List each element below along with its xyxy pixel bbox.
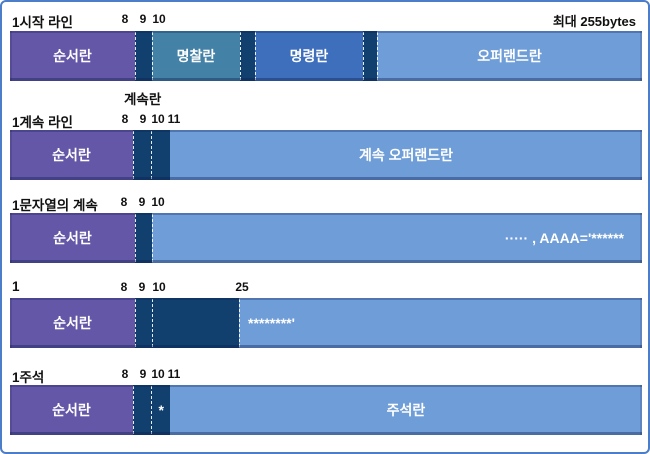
row-start-line-label: 1시작 라인 <box>12 15 73 30</box>
column-tick-9: 9 <box>138 280 146 294</box>
segment-indicator-gap <box>240 31 255 81</box>
column-tick-8: 8 <box>120 195 128 209</box>
segment-indicator-gap <box>363 31 377 81</box>
segment-sequence-field: 순서란 <box>10 385 133 435</box>
column-tick-10: 10 <box>151 112 165 126</box>
column-tick-11: 11 <box>167 367 181 381</box>
continuation-column-label: 계속란 <box>124 92 162 107</box>
column-tick-10: 10 <box>151 195 165 209</box>
comment-line-bar: 순서란 * 주석란 <box>10 385 642 435</box>
segment-sequence-field: 순서란 <box>10 31 135 81</box>
column-tick-9: 9 <box>139 12 147 26</box>
column-tick-10: 10 <box>151 367 165 381</box>
string-continuation-bar: 순서란 ····· , AAAA='****** <box>10 213 642 263</box>
row-comment-label: 1주석 <box>12 370 45 385</box>
column-tick-25: 25 <box>235 280 249 294</box>
column-tick-9: 9 <box>139 367 147 381</box>
segment-label-field: 명찰란 <box>152 31 240 81</box>
segment-indicator-col9 <box>135 31 152 81</box>
column-tick-10: 10 <box>152 280 166 294</box>
row-column1-label: 1 <box>12 279 20 294</box>
segment-sequence-field: 순서란 <box>10 298 135 348</box>
column-tick-10: 10 <box>152 12 166 26</box>
segment-comment-field: 주석란 <box>170 385 642 435</box>
segment-continue-operand-field: 계속 오퍼랜드란 <box>170 130 642 180</box>
column25-bar: 순서란 ********' <box>10 298 642 348</box>
segment-sequence-field: 순서란 <box>10 213 135 263</box>
segment-indicator-col9-24 <box>135 298 239 348</box>
segment-indicator-col9 <box>135 213 152 263</box>
segment-operand-string-start: ********' <box>239 298 642 348</box>
column-tick-8: 8 <box>121 367 129 381</box>
row-string-continuation-label: 1문자열의 계속 <box>12 198 98 213</box>
segment-operand-field: 오퍼랜드란 <box>377 31 642 81</box>
segment-indicator-asterisk: * <box>133 385 170 435</box>
column-tick-9: 9 <box>138 195 146 209</box>
column-tick-11: 11 <box>167 112 181 126</box>
segment-command-field: 명령란 <box>255 31 363 81</box>
row-continuation-line-label: 1계속 라인 <box>12 115 73 130</box>
segment-indicator-col9-10 <box>133 130 170 180</box>
continuation-line-bar: 순서란 계속 오퍼랜드란 <box>10 130 642 180</box>
column-tick-8: 8 <box>121 12 129 26</box>
segment-sequence-field: 순서란 <box>10 130 133 180</box>
column-tick-9: 9 <box>139 112 147 126</box>
start-line-bar: 순서란 명찰란 명령란 오퍼랜드란 <box>10 31 642 81</box>
column-tick-8: 8 <box>121 112 129 126</box>
column-tick-8: 8 <box>120 280 128 294</box>
segment-operand-string-text: ····· , AAAA='****** <box>152 213 642 263</box>
max-bytes-note: 최대 255bytes <box>552 14 636 29</box>
